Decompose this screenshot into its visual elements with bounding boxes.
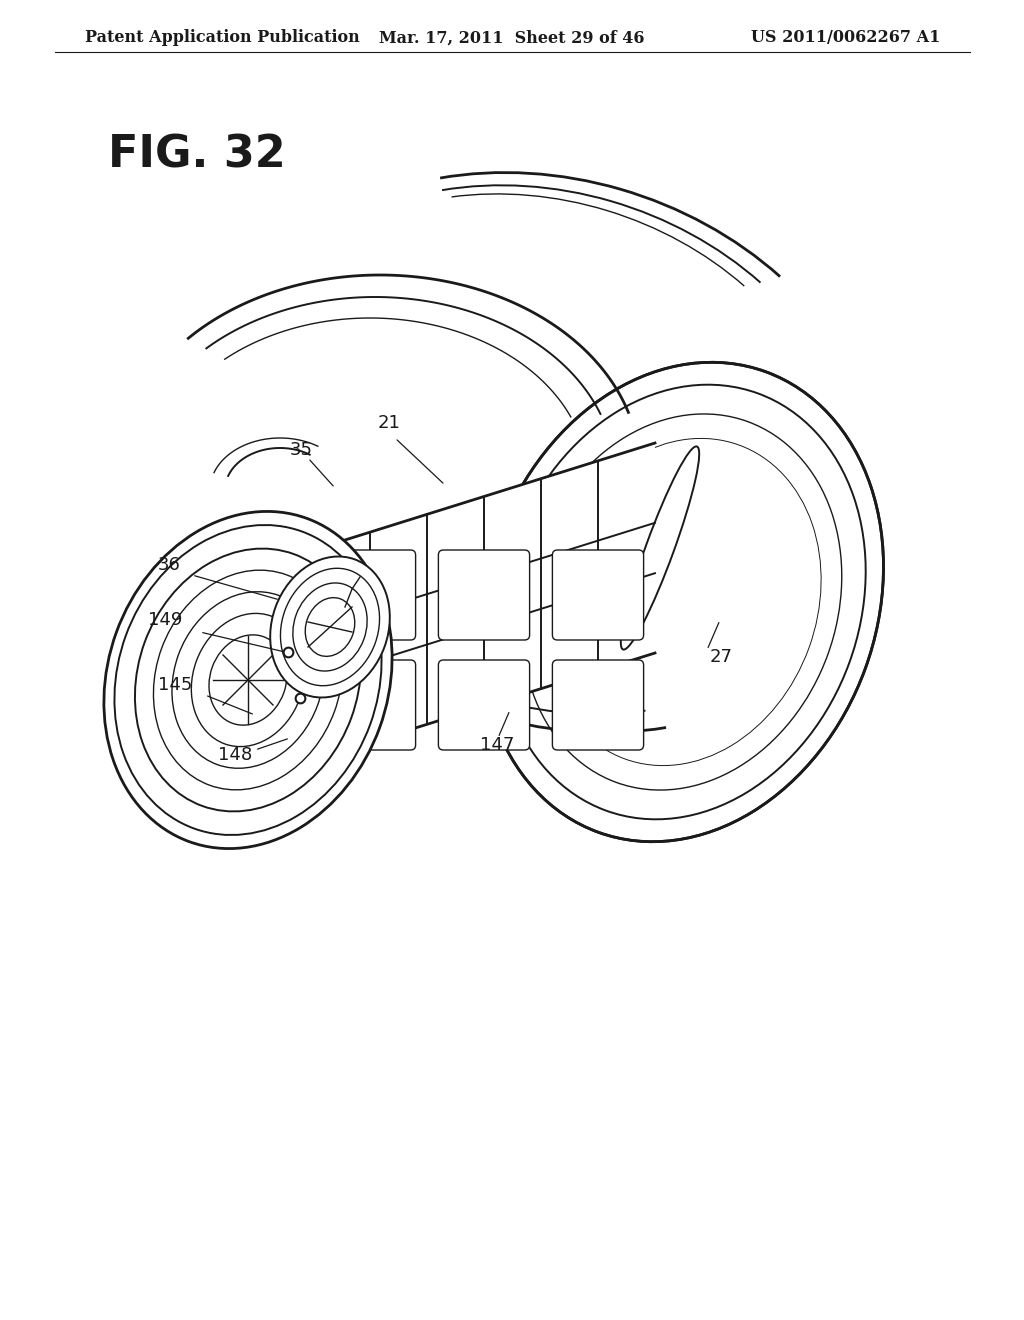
Text: 36: 36	[158, 556, 181, 574]
Text: US 2011/0062267 A1: US 2011/0062267 A1	[751, 29, 940, 46]
FancyBboxPatch shape	[552, 550, 644, 640]
FancyBboxPatch shape	[552, 660, 644, 750]
Text: 148: 148	[218, 746, 252, 764]
Text: Mar. 17, 2011  Sheet 29 of 46: Mar. 17, 2011 Sheet 29 of 46	[379, 29, 645, 46]
Ellipse shape	[480, 362, 884, 842]
Text: Patent Application Publication: Patent Application Publication	[85, 29, 359, 46]
Text: 35: 35	[290, 441, 313, 459]
FancyBboxPatch shape	[325, 550, 416, 640]
Polygon shape	[313, 444, 655, 760]
Text: 147: 147	[480, 737, 514, 754]
Ellipse shape	[270, 557, 390, 697]
FancyBboxPatch shape	[438, 550, 529, 640]
Ellipse shape	[103, 511, 392, 849]
Text: FIG. 32: FIG. 32	[108, 133, 286, 177]
Text: 149: 149	[148, 611, 182, 630]
FancyBboxPatch shape	[325, 660, 416, 750]
Text: 145: 145	[158, 676, 193, 694]
Text: 27: 27	[710, 648, 733, 667]
Text: 21: 21	[378, 414, 400, 432]
FancyBboxPatch shape	[438, 660, 529, 750]
